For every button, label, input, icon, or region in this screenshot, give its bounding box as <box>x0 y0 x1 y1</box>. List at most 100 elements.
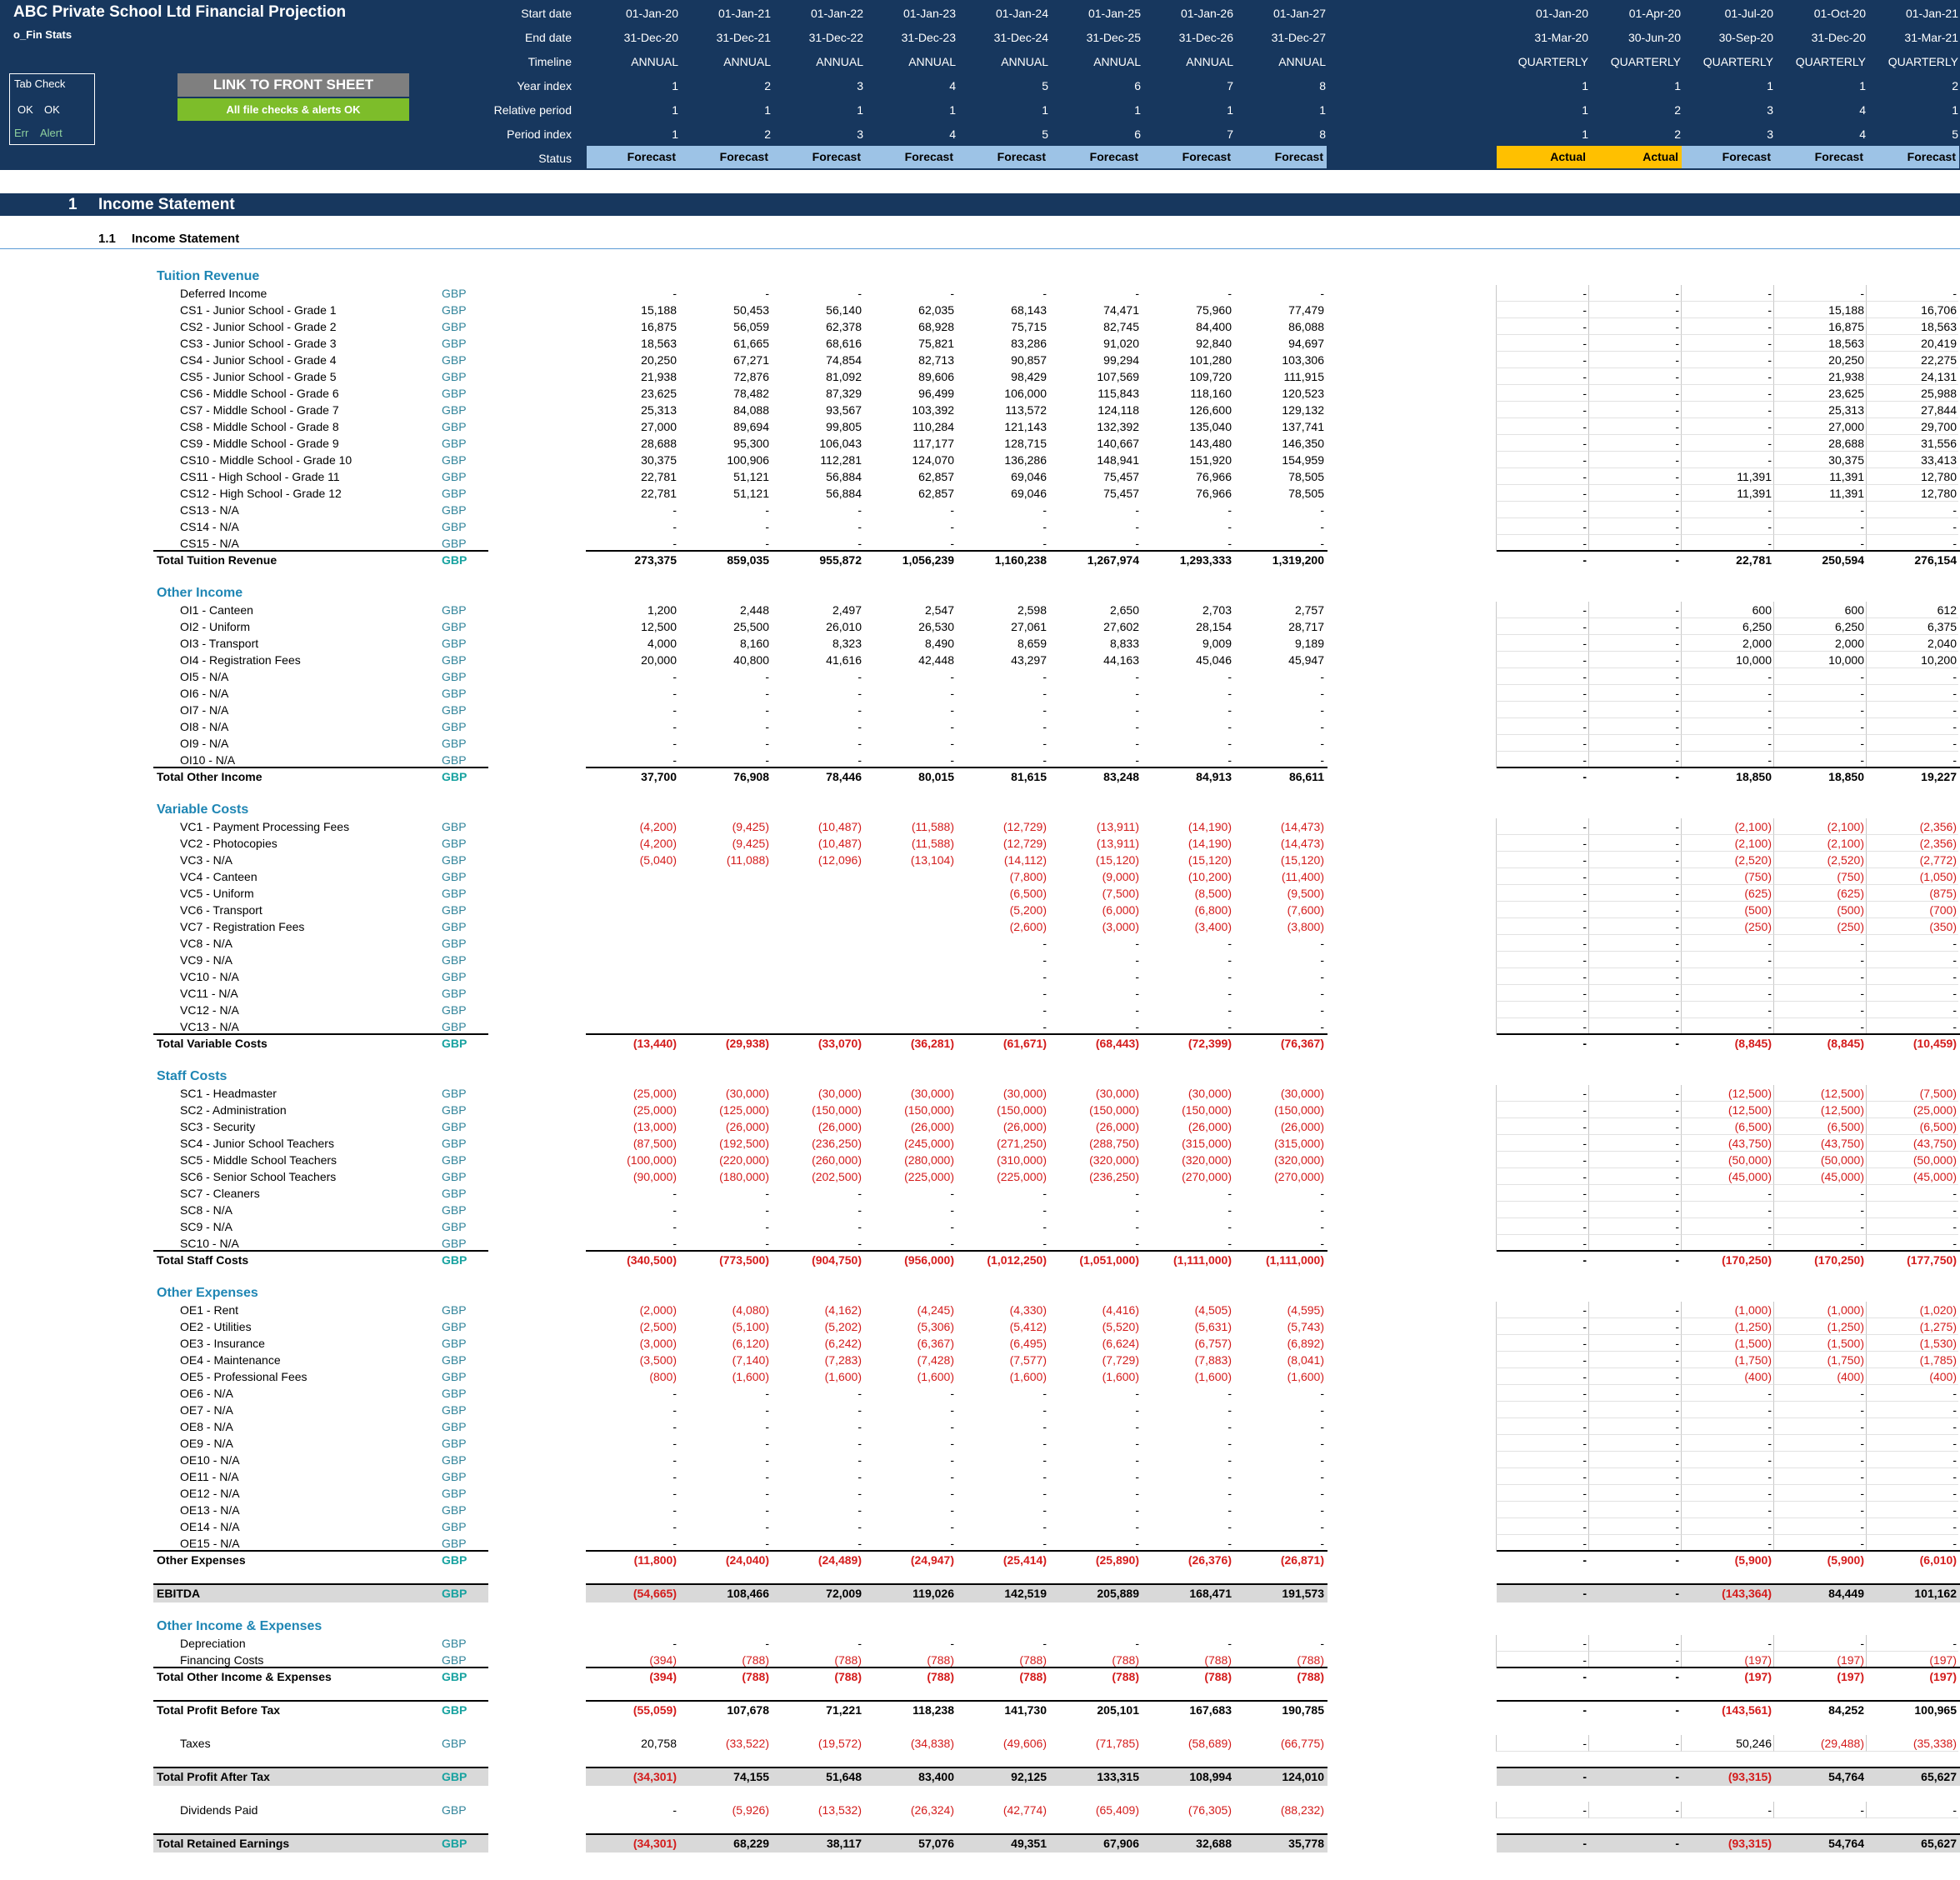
annual-value: - <box>1228 1187 1232 1200</box>
annual-value: 124,070 <box>912 453 954 467</box>
quarterly-value: - <box>1675 1737 1679 1750</box>
total-rule <box>153 1550 488 1552</box>
quarterly-value: - <box>1860 1437 1864 1450</box>
quarterly-value: - <box>1582 1637 1587 1650</box>
row-label: SC9 - N/A <box>180 1220 233 1233</box>
annual-value: - <box>765 703 769 717</box>
quarterly-value: (143,561) <box>1722 1703 1772 1717</box>
annual-value: 78,505 <box>1288 470 1324 483</box>
currency-label: GBP <box>442 1253 468 1267</box>
annual-value: - <box>950 1470 954 1483</box>
row-label: VC5 - Uniform <box>180 887 254 900</box>
annual-value: (26,000) <box>1002 1120 1047 1133</box>
annual-value: - <box>1135 1470 1139 1483</box>
quarter-cell <box>1588 1218 1681 1235</box>
annual-value: - <box>1042 1637 1047 1650</box>
annual-value: 21,938 <box>641 370 677 383</box>
quarter-cell <box>1681 968 1773 985</box>
annual-value: (7,428) <box>917 1353 954 1367</box>
currency-label: GBP <box>442 287 467 300</box>
annual-value: (13,440) <box>632 1037 677 1050</box>
annual-value: (26,000) <box>818 1120 862 1133</box>
quarterly-value: - <box>1582 620 1587 633</box>
quarterly-value: (1,500) <box>1827 1337 1864 1350</box>
row-label: SC8 - N/A <box>180 1203 233 1217</box>
quarter-cell <box>1866 1218 1958 1235</box>
quarterly-value: 15,188 <box>1828 303 1864 317</box>
quarter-cell <box>1773 368 1866 385</box>
quarterly-value: 16,875 <box>1828 320 1864 333</box>
annual-value: - <box>672 537 677 550</box>
annual-value: - <box>858 1187 862 1200</box>
quarter-cell <box>1773 1168 1866 1185</box>
quarterly-value: - <box>1582 770 1587 783</box>
quarterly-value: - <box>1768 1803 1772 1817</box>
annual-value: (788) <box>1297 1653 1324 1667</box>
row-label: CS6 - Middle School - Grade 6 <box>180 387 339 400</box>
annual-value: 32,688 <box>1196 1837 1232 1850</box>
annual-value: 78,505 <box>1288 487 1324 500</box>
quarterly-value: - <box>1768 1003 1772 1017</box>
quarterly-value: - <box>1675 487 1679 500</box>
annual-value: - <box>1228 1537 1232 1550</box>
quarter-cell <box>1681 668 1773 685</box>
annual-value: (5,926) <box>732 1803 769 1817</box>
quarterly-value: 600 <box>1752 603 1772 617</box>
total-rule <box>153 1767 488 1768</box>
annual-value: - <box>1320 937 1324 950</box>
annual-value: - <box>1228 537 1232 550</box>
table-row: VC8 - N/A GBP - - - - - - - - - <box>0 935 1960 952</box>
quarterly-value: (1,000) <box>1734 1303 1772 1317</box>
quarterly-value: - <box>1582 1553 1587 1567</box>
annual-value: 90,857 <box>1011 353 1047 367</box>
quarter-cell <box>1496 1335 1588 1352</box>
quarter-cell <box>1496 385 1588 402</box>
annual-value: (788) <box>1019 1670 1047 1683</box>
annual-value: - <box>1135 1437 1139 1450</box>
quarter-cell <box>1681 468 1773 485</box>
total-row: Total Other Income GBP 37,700 76,908 78,446 8… <box>0 768 1960 785</box>
quarterly-value: 11,391 <box>1737 487 1772 500</box>
quarterly-value: - <box>1860 753 1864 767</box>
quarterly-value: 22,275 <box>1921 353 1957 367</box>
annual-value: (15,120) <box>1188 853 1232 867</box>
annual-value: - <box>1135 1003 1139 1017</box>
quarter-cell <box>1496 1085 1588 1102</box>
annual-value: 86,611 <box>1288 770 1324 783</box>
annual-value: (788) <box>1019 1653 1047 1667</box>
quarter-cell <box>1496 1302 1588 1318</box>
quarter-cell <box>1681 1468 1773 1485</box>
annual-value: 1,056,239 <box>902 553 954 567</box>
quarterly-value: - <box>1675 1453 1679 1467</box>
link-to-front-sheet-button[interactable]: LINK TO FRONT SHEET <box>178 73 409 97</box>
header-quarterly-start: 01-Jan-20 <box>1535 7 1588 20</box>
annual-value: 107,678 <box>727 1703 769 1717</box>
quarter-cell <box>1681 1118 1773 1135</box>
annual-value: (33,070) <box>818 1037 862 1050</box>
status-badge: Forecast <box>957 146 1049 168</box>
quarter-cell <box>1773 1202 1866 1218</box>
annual-value: 18,563 <box>641 337 677 350</box>
annual-value: (26,376) <box>1188 1553 1232 1567</box>
header-annual-start: 01-Jan-22 <box>810 7 863 20</box>
quarterly-value: (50,000) <box>1820 1153 1864 1167</box>
quarter-cell <box>1681 452 1773 468</box>
currency-label: GBP <box>442 353 467 367</box>
currency-label: GBP <box>442 1637 467 1650</box>
quarterly-value: - <box>1582 1487 1587 1500</box>
annual-value: 93,567 <box>826 403 862 417</box>
total-rule <box>586 1250 1328 1252</box>
total-row: EBITDA GBP (54,665) 108,466 72,009 119,026 142… <box>0 1585 1960 1602</box>
annual-value: - <box>950 737 954 750</box>
annual-value: - <box>1135 1637 1139 1650</box>
group-label: Other Income <box>157 586 243 600</box>
row-label: CS3 - Junior School - Grade 3 <box>180 337 337 350</box>
currency-label: GBP <box>442 487 467 500</box>
quarterly-value: (197) <box>1744 1670 1772 1683</box>
annual-value: - <box>1228 1020 1232 1033</box>
quarterly-value: - <box>1768 320 1772 333</box>
annual-value: - <box>672 720 677 733</box>
annual-value: (340,500) <box>627 1253 677 1267</box>
annual-value: 22,781 <box>641 487 677 500</box>
quarterly-value: (1,500) <box>1734 1337 1772 1350</box>
